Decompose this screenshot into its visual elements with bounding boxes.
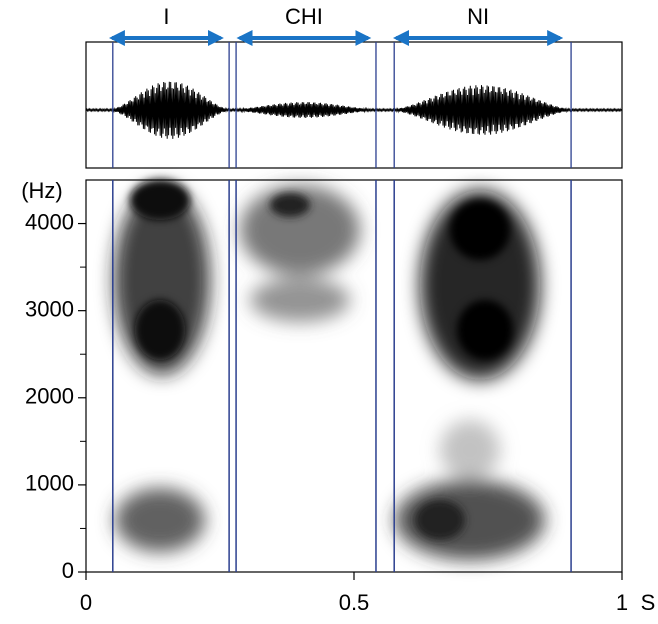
segment-label: I [163,4,169,29]
waveform [85,81,622,139]
y-axis-label: (Hz) [21,178,63,203]
x-axis-unit: S [641,590,656,615]
x-tick-label: 0.5 [339,590,370,615]
segment-label: CHI [285,4,323,29]
y-tick-label: 3000 [25,296,74,321]
y-tick-label: 4000 [25,209,74,234]
spectrogram-detail [130,180,513,540]
x-tick-label: 0 [80,590,92,615]
spectrogram-energy [114,185,545,560]
y-tick-label: 1000 [25,471,74,496]
segment-label: NI [467,4,489,29]
y-tick-label: 0 [62,558,74,583]
x-tick-label: 1 [616,590,628,615]
y-tick-label: 2000 [25,384,74,409]
